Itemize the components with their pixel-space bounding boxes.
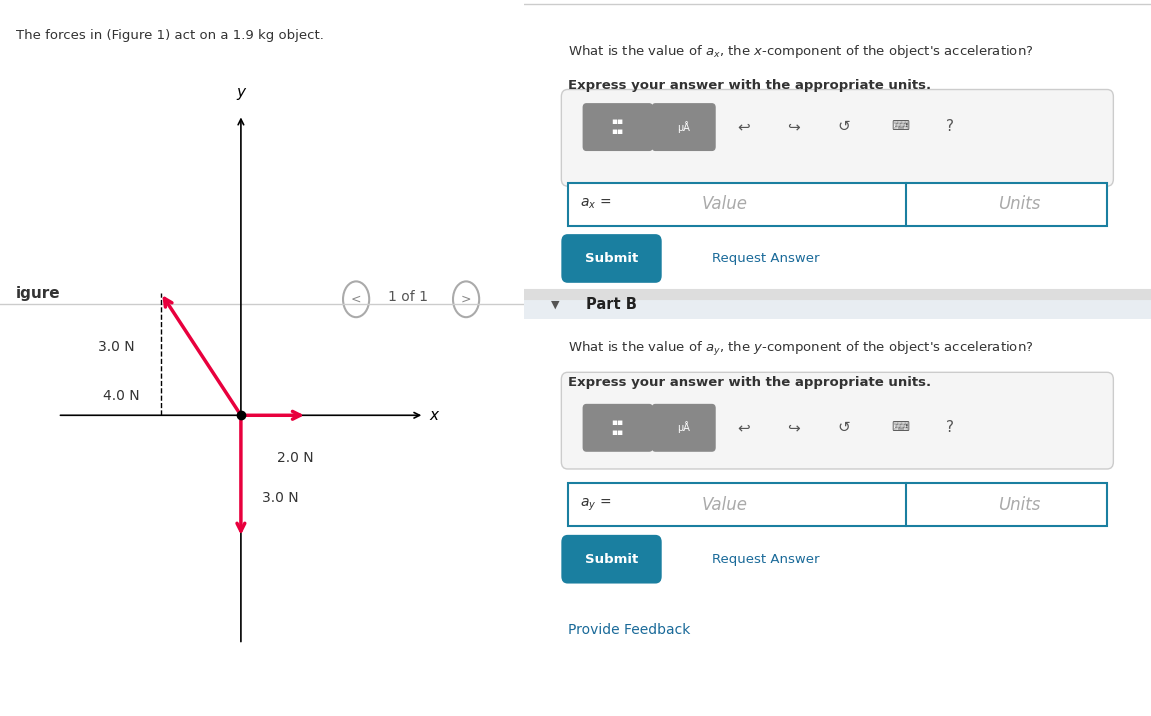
Text: 2.0 N: 2.0 N [276,451,313,465]
Text: ▼: ▼ [551,299,559,309]
Text: ?: ? [946,120,954,134]
Text: Request Answer: Request Answer [711,252,820,265]
Text: Express your answer with the appropriate units.: Express your answer with the appropriate… [567,376,931,389]
Text: μÅ: μÅ [677,121,691,132]
Text: ⌨: ⌨ [891,421,909,434]
Text: >: > [460,293,472,306]
Text: ↩: ↩ [737,420,749,435]
Text: ?: ? [946,420,954,435]
Text: ▪▪
▪▪: ▪▪ ▪▪ [611,117,624,137]
Text: Units: Units [998,195,1041,213]
Text: 3.0 N: 3.0 N [98,340,135,354]
Text: μÅ: μÅ [677,422,691,433]
Text: Provide Feedback: Provide Feedback [567,623,689,637]
Text: Units: Units [998,495,1041,514]
Text: 4.0 N: 4.0 N [104,389,139,403]
Text: ↪: ↪ [787,120,800,134]
Text: <: < [351,293,361,306]
Text: ↪: ↪ [787,420,800,435]
Text: Express your answer with the appropriate units.: Express your answer with the appropriate… [567,79,931,92]
Text: $a_y$ =: $a_y$ = [580,497,611,513]
Text: ↺: ↺ [837,420,849,435]
Text: Request Answer: Request Answer [711,553,820,566]
Text: ▪▪
▪▪: ▪▪ ▪▪ [611,417,624,437]
FancyBboxPatch shape [653,405,715,451]
Text: y: y [236,85,245,100]
FancyBboxPatch shape [562,234,662,283]
Text: The forces in (Figure 1) act on a 1.9 kg object.: The forces in (Figure 1) act on a 1.9 kg… [16,29,323,42]
Text: What is the value of $a_x$, the $x$-component of the object's acceleration?: What is the value of $a_x$, the $x$-comp… [567,43,1034,60]
Text: ⌨: ⌨ [891,120,909,133]
FancyBboxPatch shape [562,372,1113,469]
FancyBboxPatch shape [584,104,653,150]
Text: $a_x$ =: $a_x$ = [580,197,611,211]
Text: Value: Value [701,495,747,514]
Text: x: x [429,408,439,422]
FancyBboxPatch shape [653,104,715,150]
FancyBboxPatch shape [562,90,1113,186]
Text: ↺: ↺ [837,120,849,134]
Text: Submit: Submit [585,252,638,265]
Text: ↩: ↩ [737,120,749,134]
Text: Value: Value [701,195,747,213]
Text: igure: igure [16,286,60,301]
FancyBboxPatch shape [562,535,662,584]
Text: Part B: Part B [587,297,638,311]
Text: What is the value of $a_y$, the $y$-component of the object's acceleration?: What is the value of $a_y$, the $y$-comp… [567,340,1034,358]
FancyBboxPatch shape [567,483,1107,526]
Text: 1 of 1: 1 of 1 [389,290,428,304]
FancyBboxPatch shape [584,405,653,451]
FancyBboxPatch shape [524,290,1151,319]
Text: 3.0 N: 3.0 N [262,491,298,505]
Text: Submit: Submit [585,553,638,566]
FancyBboxPatch shape [567,183,1107,226]
